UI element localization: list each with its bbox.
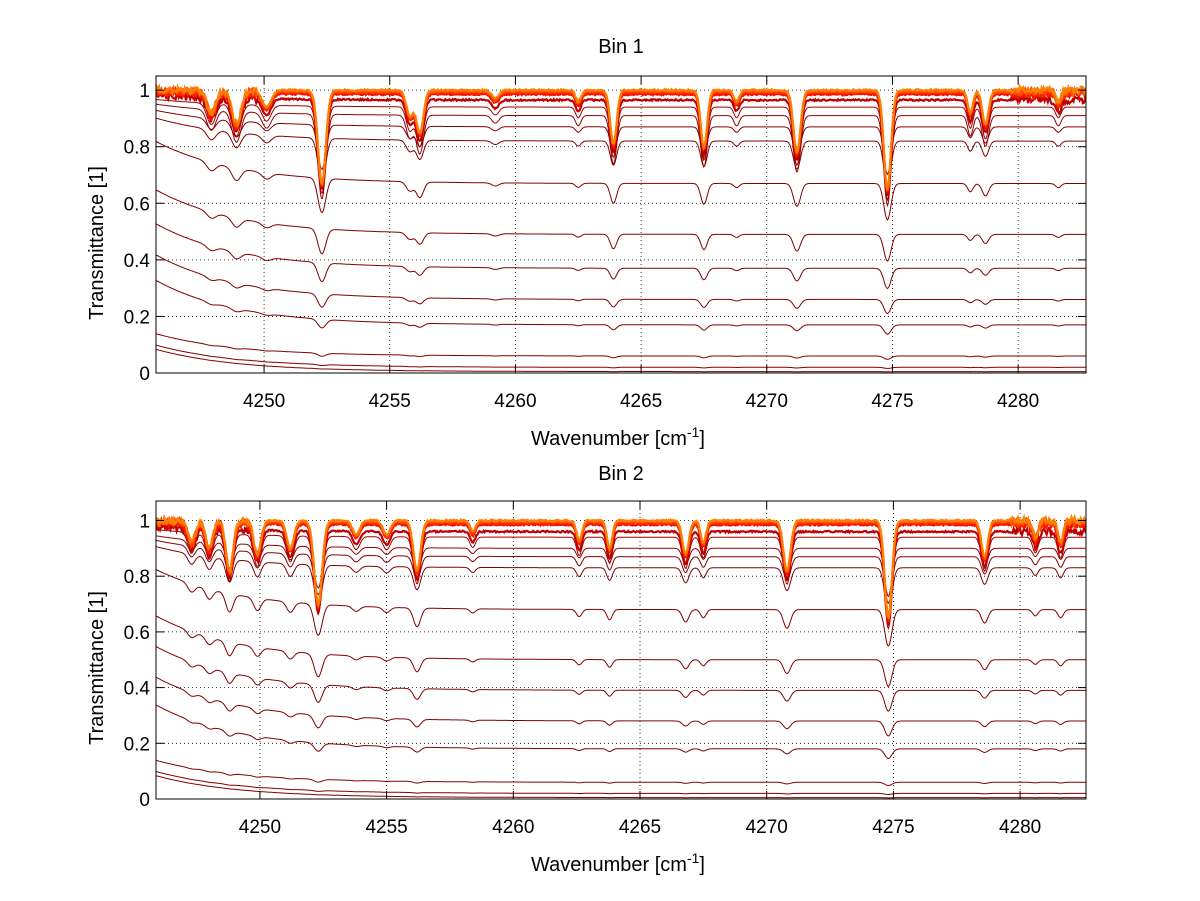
series-group <box>156 513 1086 799</box>
series-line <box>156 223 1086 290</box>
series-line <box>156 141 1086 221</box>
y-tick-label: 0 <box>139 790 150 811</box>
series-line <box>156 89 1086 197</box>
x-tick-label: 4280 <box>997 391 1039 412</box>
y-axis-label: Transmittance [1] <box>86 591 108 745</box>
x-tick-label: 4260 <box>494 391 536 412</box>
series-line <box>156 344 1086 369</box>
y-tick-label: 0.8 <box>124 567 150 588</box>
x-tick-labels: 4250 4255 4260 4265 4270 4275 4280 <box>243 391 1039 412</box>
y-tick-label: 1 <box>139 511 150 532</box>
y-tick-label: 0 <box>139 364 150 385</box>
x-tick-label: 4250 <box>243 391 285 412</box>
x-tick-label: 4255 <box>365 817 407 838</box>
series-group <box>156 83 1086 373</box>
y-tick-labels: 0 0.2 0.4 0.6 0.8 1 <box>124 81 151 385</box>
y-tick-label: 0.4 <box>124 251 151 272</box>
tick-marks <box>156 76 1086 374</box>
series-line <box>156 254 1086 315</box>
series-line <box>156 348 1086 373</box>
chart-title: Bin 1 <box>598 36 644 58</box>
x-tick-label: 4250 <box>239 817 281 838</box>
series-line <box>156 704 1086 760</box>
y-tick-label: 0.4 <box>124 679 151 700</box>
series-line <box>156 771 1086 795</box>
series-line <box>156 646 1086 712</box>
series-line <box>156 189 1086 262</box>
x-tick-label: 4275 <box>872 817 914 838</box>
series-line <box>156 117 1086 187</box>
series-line <box>156 615 1086 688</box>
y-tick-labels: 0 0.2 0.4 0.6 0.8 1 <box>124 511 151 811</box>
series-line <box>156 99 1086 202</box>
y-axis-label: Transmittance [1] <box>86 166 108 320</box>
series-line <box>156 83 1086 190</box>
x-tick-label: 4265 <box>619 817 661 838</box>
plot-frame <box>155 75 1087 374</box>
series-line <box>156 569 1086 647</box>
x-axis-label: Wavenumber [cm-1] <box>531 424 705 450</box>
series-line <box>156 109 1086 176</box>
series-line <box>156 546 1086 614</box>
x-tick-label: 4270 <box>746 391 788 412</box>
x-tick-label: 4260 <box>492 817 534 838</box>
y-tick-label: 0.6 <box>124 194 150 215</box>
series-line <box>156 775 1086 799</box>
x-axis-label: Wavenumber [cm-1] <box>531 850 705 876</box>
x-tick-label: 4275 <box>871 391 913 412</box>
x-tick-label: 4255 <box>369 391 411 412</box>
plot-frame <box>155 500 1087 800</box>
series-line <box>156 513 1086 619</box>
series-line <box>156 103 1086 208</box>
y-tick-label: 0.2 <box>124 734 150 755</box>
series-line <box>156 759 1086 787</box>
chart-panel-bin-1: Bin 1 4250 4255 4260 4265 4270 4275 4280 00.20… <box>86 36 1087 450</box>
series-line <box>156 279 1086 335</box>
series-line <box>156 676 1086 737</box>
series-line <box>156 333 1086 360</box>
series-line <box>156 539 1086 605</box>
x-tick-label: 4270 <box>746 817 788 838</box>
x-tick-label: 4265 <box>620 391 662 412</box>
tick-marks <box>156 501 1086 800</box>
x-tick-labels: 4250 4255 4260 4265 4270 4275 4280 <box>239 817 1041 838</box>
y-tick-label: 0.8 <box>124 138 150 159</box>
y-tick-label: 1 <box>139 81 150 102</box>
chart-title: Bin 2 <box>598 463 644 485</box>
chart-panel-bin-2: Bin 2 4250 4255 4260 4265 4270 4275 4280 00.20… <box>86 463 1087 876</box>
y-tick-label: 0.2 <box>124 307 150 328</box>
y-tick-label: 0.6 <box>124 623 150 644</box>
x-tick-label: 4280 <box>999 817 1041 838</box>
